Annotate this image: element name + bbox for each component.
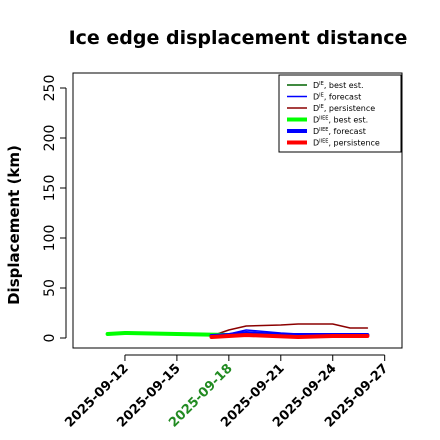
y-axis-label: Displacement (km) — [5, 145, 23, 305]
y-tick-label: 100 — [42, 225, 58, 252]
legend-entry: DIE, best est. — [313, 81, 364, 90]
y-tick-label: 50 — [42, 279, 58, 297]
legend: DIE, best est. DIE, forecast DIE, persiste… — [278, 74, 402, 153]
legend-box — [278, 74, 402, 153]
legend-entry: DIIEE, best est. — [313, 116, 368, 125]
legend-entry: DIE, persistence — [313, 104, 375, 113]
chart-title: Ice edge displacement distance — [69, 27, 408, 49]
series-line-5 — [209, 333, 370, 339]
series-layer — [105, 323, 370, 339]
y-axis: 0 50 100 150 200 250 — [42, 75, 67, 343]
plot-frame — [72, 72, 403, 349]
y-tick-label: 150 — [42, 175, 58, 202]
y-tick-label: 200 — [42, 125, 58, 152]
legend-entry: DIIEE, persistence — [313, 139, 380, 148]
y-tick-label: 250 — [42, 75, 58, 102]
y-tick-label: 0 — [42, 334, 58, 343]
series-line-2 — [210, 323, 369, 337]
legend-entry: DIE, forecast — [313, 93, 361, 102]
x-axis: 2025-09-122025-09-152025-09-182025-09-21… — [62, 354, 392, 431]
series-line-3 — [105, 331, 231, 337]
legend-entry: DIIEE, forecast — [313, 127, 366, 136]
